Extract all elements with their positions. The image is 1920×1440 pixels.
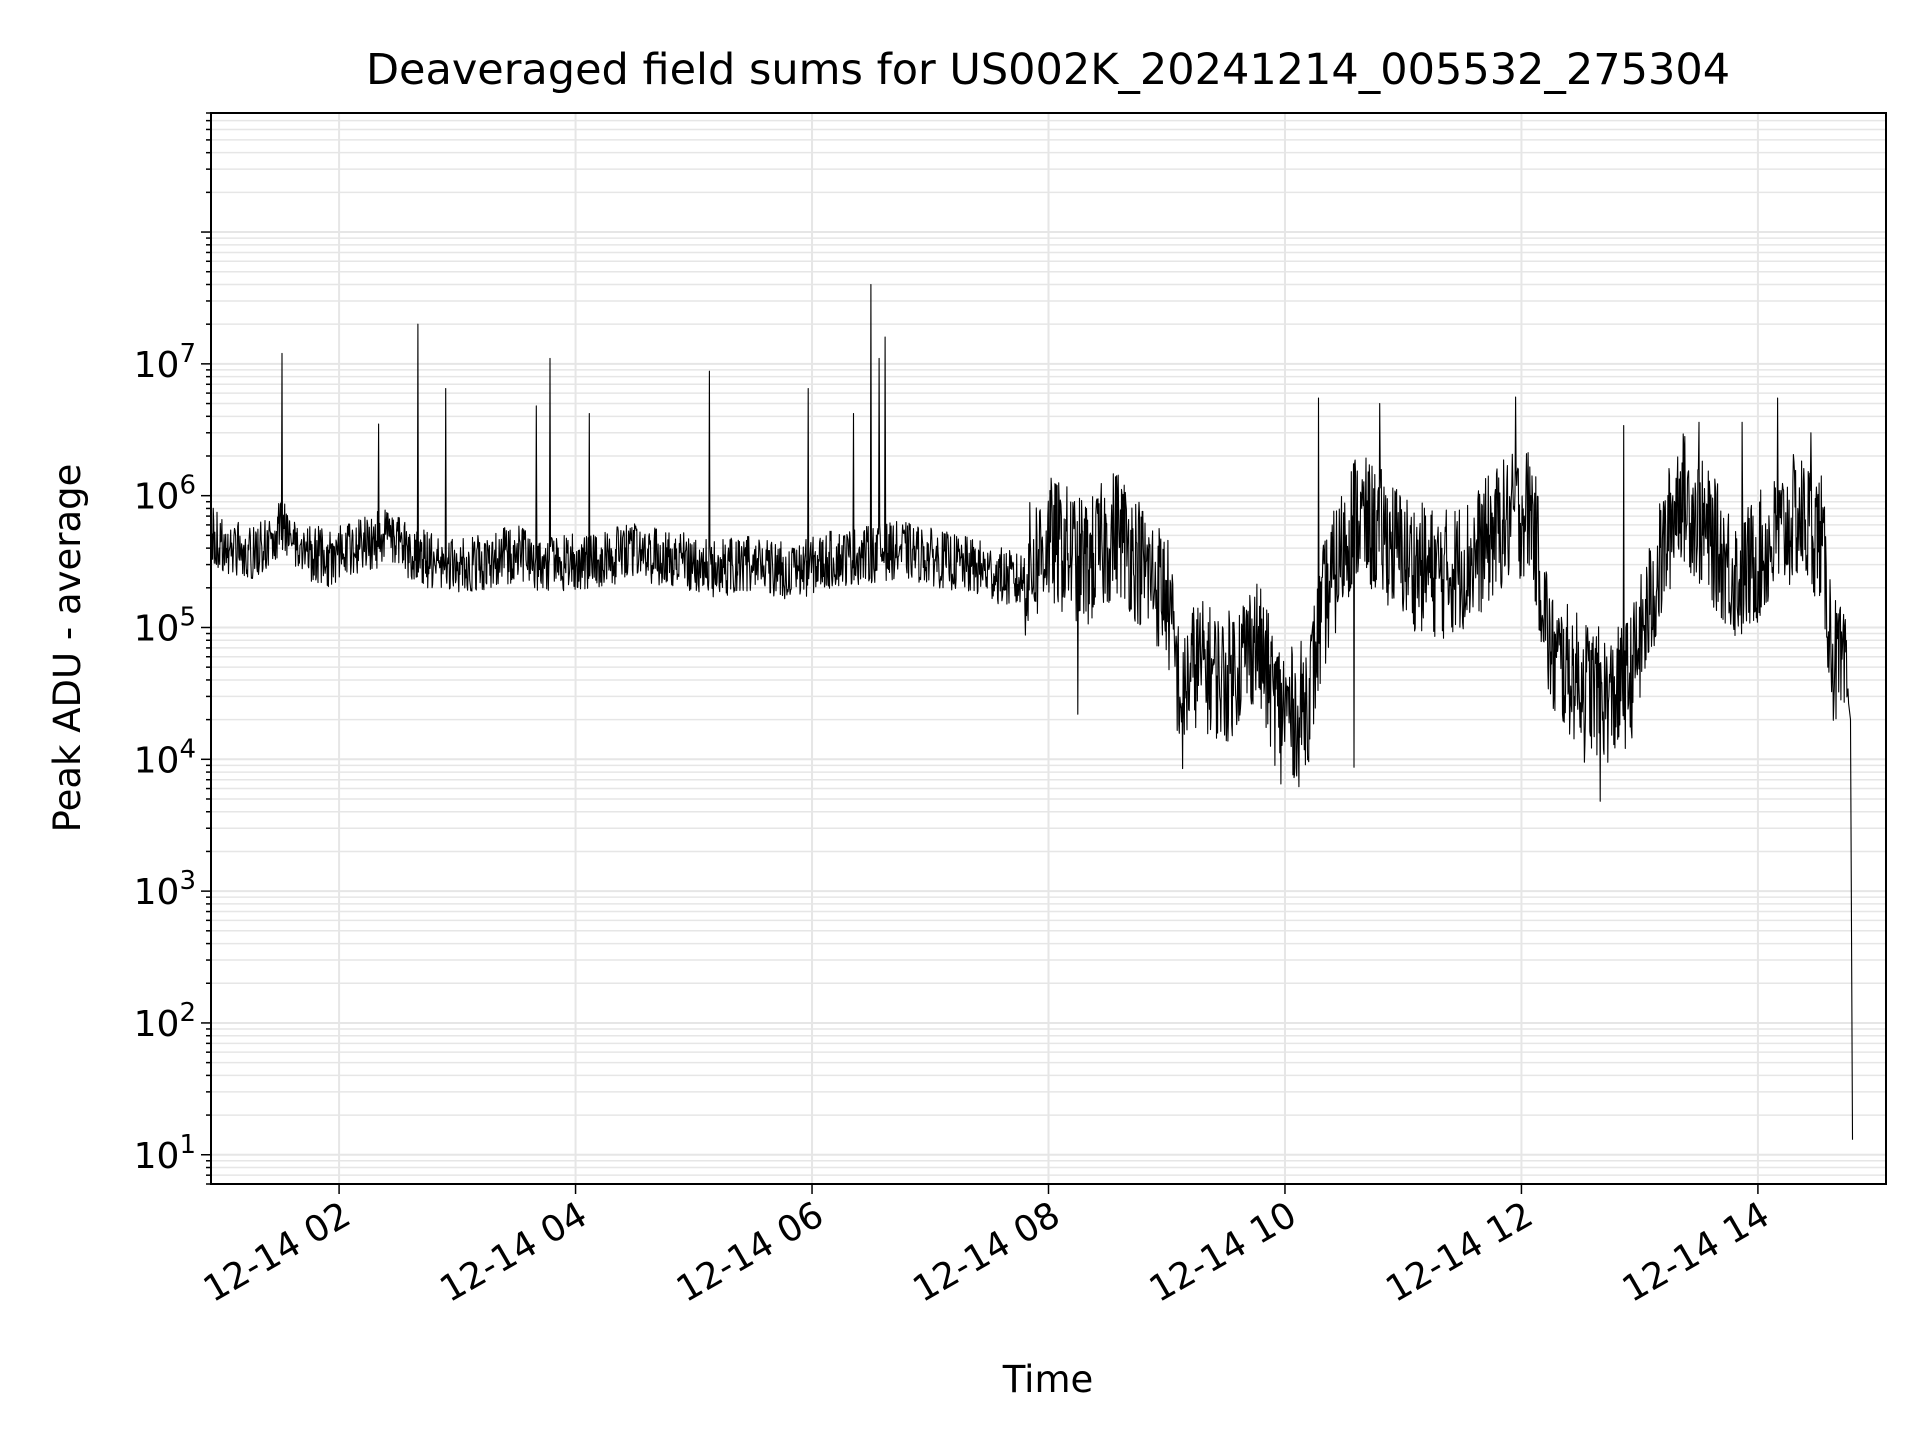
series-line	[210, 283, 1854, 1140]
y-tick-label: 104	[134, 734, 196, 781]
y-tick-label: 101	[134, 1130, 196, 1177]
y-axis: 101 102 103 104 105 106 107	[134, 112, 211, 1185]
y-tick-label: 105	[134, 602, 196, 649]
data-line-group	[210, 283, 1854, 1140]
y-tick-label: 107	[134, 339, 196, 386]
y-tick-label: 103	[134, 866, 196, 913]
chart-title: Deaveraged field sums for US002K_2024121…	[366, 45, 1730, 95]
y-tick-label: 106	[134, 471, 196, 518]
y-tick-label: 102	[134, 998, 196, 1045]
x-axis-label: Time	[1002, 1358, 1094, 1401]
y-axis-label: Peak ADU - average	[46, 464, 89, 833]
